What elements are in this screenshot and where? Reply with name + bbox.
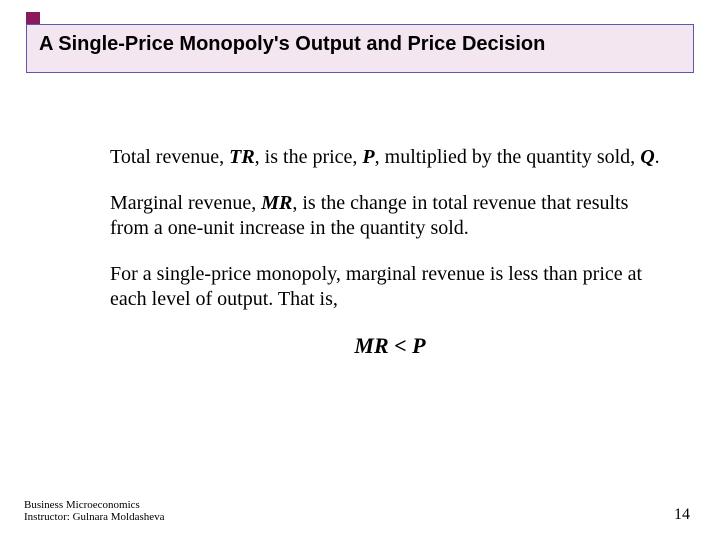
page-number: 14 [674,506,690,524]
p1-q: Q [640,146,654,168]
paragraph-1: Total revenue, TR, is the price, P, mult… [110,145,670,169]
p1-text-3: , multiplied by the quantity sold, [375,146,641,168]
paragraph-2: Marginal revenue, MR, is the change in t… [110,191,670,240]
footer-line-2: Instructor: Gulnara Moldasheva [24,511,165,524]
paragraph-3: For a single-price monopoly, marginal re… [110,262,670,311]
p1-text-1: Total revenue, [110,146,229,168]
formula: MR < P [110,333,670,359]
content-area: Total revenue, TR, is the price, P, mult… [110,145,670,359]
footer-line-1: Business Microeconomics [24,499,165,512]
p1-text-2: , is the price, [255,146,363,168]
p2-mr: MR [261,192,292,214]
p1-tr: TR [229,146,255,168]
title-box: A Single-Price Monopoly's Output and Pri… [26,24,694,73]
p1-text-4: . [655,146,660,168]
slide-title: A Single-Price Monopoly's Output and Pri… [39,33,681,56]
footer-left: Business Microeconomics Instructor: Guln… [24,499,165,524]
p1-p: P [362,146,374,168]
p2-text-1: Marginal revenue, [110,192,261,214]
